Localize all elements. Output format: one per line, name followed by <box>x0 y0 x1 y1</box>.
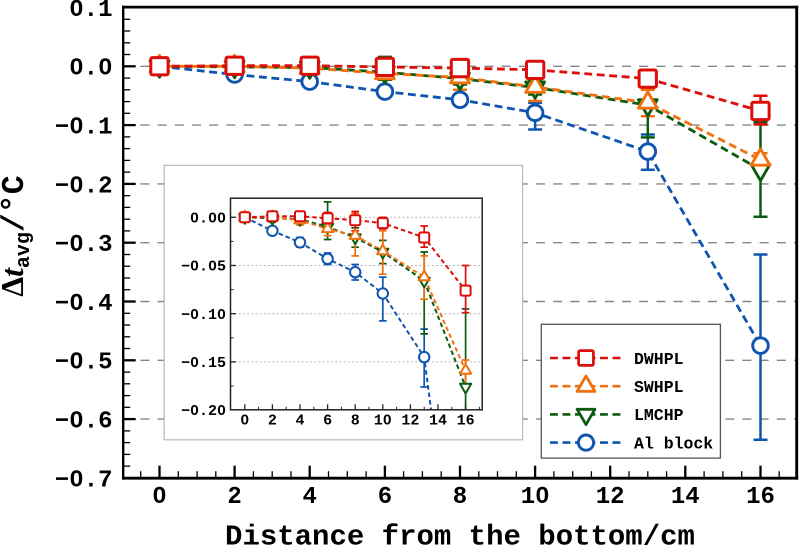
svg-text:10: 10 <box>374 412 392 429</box>
svg-text:12: 12 <box>401 412 419 429</box>
svg-text:−0.4: −0.4 <box>55 291 113 318</box>
svg-text:4: 4 <box>295 412 304 429</box>
svg-text:SWHPL: SWHPL <box>634 378 684 397</box>
svg-text:2: 2 <box>227 484 241 511</box>
svg-text:12: 12 <box>596 484 625 511</box>
svg-text:0.00: 0.00 <box>190 211 226 228</box>
svg-text:0: 0 <box>152 484 166 511</box>
svg-text:4: 4 <box>302 484 316 511</box>
svg-text:2: 2 <box>268 412 277 429</box>
svg-text:0.0: 0.0 <box>69 56 112 83</box>
svg-text:−0.15: −0.15 <box>181 355 226 372</box>
svg-text:−0.2: −0.2 <box>55 173 113 200</box>
svg-text:Distance from the bottom/cm: Distance from the bottom/cm <box>225 521 695 548</box>
svg-text:−0.20: −0.20 <box>181 403 226 420</box>
svg-text:−0.10: −0.10 <box>181 307 226 324</box>
svg-text:14: 14 <box>429 412 447 429</box>
svg-text:Al block: Al block <box>634 434 713 453</box>
svg-text:Δtavg/°C: Δtavg/°C <box>0 175 36 296</box>
svg-text:8: 8 <box>453 484 467 511</box>
svg-text:−0.5: −0.5 <box>55 350 113 377</box>
svg-text:8: 8 <box>351 412 360 429</box>
svg-text:14: 14 <box>671 484 700 511</box>
svg-text:0.1: 0.1 <box>69 0 112 24</box>
svg-text:−0.6: −0.6 <box>55 409 113 436</box>
svg-text:10: 10 <box>521 484 550 511</box>
svg-text:−0.3: −0.3 <box>55 232 113 259</box>
svg-text:DWHPL: DWHPL <box>634 350 684 369</box>
svg-text:0: 0 <box>240 412 249 429</box>
svg-text:−0.7: −0.7 <box>55 467 113 494</box>
svg-text:−0.05: −0.05 <box>181 259 226 276</box>
svg-text:6: 6 <box>378 484 392 511</box>
svg-text:16: 16 <box>746 484 775 511</box>
svg-text:−0.1: −0.1 <box>55 115 113 142</box>
svg-text:16: 16 <box>457 412 475 429</box>
svg-text:LMCHP: LMCHP <box>634 406 684 425</box>
svg-text:6: 6 <box>323 412 332 429</box>
